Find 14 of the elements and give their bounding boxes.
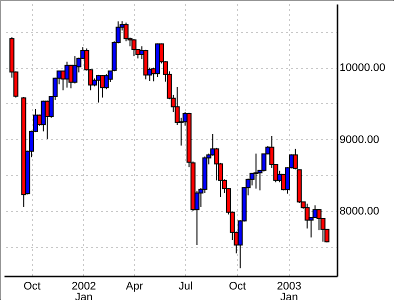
candlestick — [72, 56, 78, 84]
x-tick-label: Apr — [126, 280, 144, 292]
candlestick — [254, 153, 258, 190]
y-tick-label: 10000.00 — [340, 62, 386, 74]
x-tick-label: Oct — [228, 280, 246, 292]
candlestick — [124, 22, 129, 42]
candlestick — [131, 38, 136, 57]
candlestick — [316, 208, 322, 231]
candlestick — [304, 203, 310, 229]
candlestick — [104, 74, 109, 90]
y-tick-label: 9000.00 — [340, 134, 380, 146]
x-tick-label: Oct — [24, 280, 41, 292]
x-tick-label: Jul — [178, 280, 193, 292]
y-tick-label: 8000.00 — [340, 205, 380, 218]
